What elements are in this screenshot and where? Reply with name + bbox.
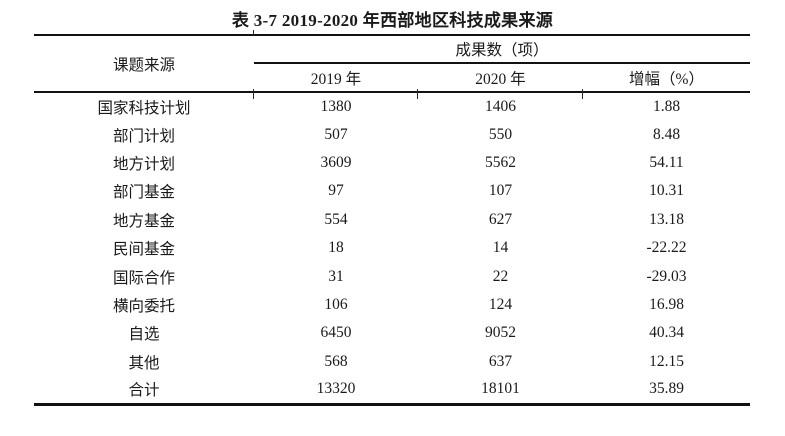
value-growth: 1.88 [652,97,681,115]
row-label: 合计 [128,382,160,400]
value-growth: 8.48 [652,125,681,143]
row-label: 国际合作 [112,269,175,287]
row-label: 国家科技计划 [97,99,191,117]
row-label: 部门基金 [112,184,175,202]
value-growth: 10.31 [649,182,684,200]
column-header-source: 课题来源 [34,35,254,93]
value-2019: 31 [328,267,344,285]
table-row: 部门基金 97 107 10.31 [34,177,750,205]
value-2019: 97 [328,182,344,200]
value-2020: 124 [488,295,513,313]
value-2020: 14 [492,239,509,257]
value-2020: 550 [488,125,513,143]
column-header-growth: 增幅（%） [583,63,751,93]
value-2019: 3609 [320,153,352,171]
table-row: 部门计划 507 550 8.48 [34,120,750,148]
column-header-2019: 2019 年 [254,63,418,93]
value-2019: 13320 [316,380,356,398]
value-2020: 5562 [485,153,516,171]
row-label: 横向委托 [112,297,175,315]
value-growth: 40.34 [649,324,684,342]
table-row: 自选 6450 9052 40.34 [34,319,750,347]
header-row-group: 课题来源 成果数（项） [34,35,751,93]
table-row-total: 合计 13320 18101 35.89 [34,376,750,404]
value-2019: 554 [324,210,348,228]
value-growth: 35.89 [649,380,684,398]
value-2020: 627 [488,210,513,228]
value-2019: 568 [324,352,348,370]
column-boundary-tick [253,89,254,99]
value-2019: 1380 [320,97,352,115]
value-2019: 507 [324,125,348,143]
row-label: 其他 [128,354,160,372]
value-2020: 22 [492,267,509,285]
table-row: 国际合作 31 22 -29.03 [34,262,750,290]
table-row: 地方基金 554 627 13.18 [34,206,750,234]
row-label: 地方计划 [112,155,175,173]
value-growth: -29.03 [646,267,687,285]
row-label: 自选 [128,326,160,344]
table-caption: 表 3-7 2019-2020 年西部地区科技成果来源 [231,11,554,30]
value-2020: 9052 [485,324,516,342]
value-2020: 637 [488,352,513,370]
row-label: 部门计划 [112,127,175,145]
value-2020: 18101 [481,380,520,398]
value-2019: 106 [324,295,348,313]
data-table: 课题来源 成果数（项） 2019 年 2020 年 增幅（%） 国家科技计划 1… [34,34,751,406]
column-header-2020: 2020 年 [418,63,583,93]
value-growth: -22.22 [646,239,687,257]
column-group-header-results: 成果数（项） [254,35,751,64]
row-label: 民间基金 [112,241,175,259]
value-growth: 54.11 [649,153,684,171]
column-boundary-tick [582,89,583,99]
table-row: 国家科技计划 1380 1406 1.88 [34,92,750,120]
value-2019: 6450 [320,324,352,342]
value-growth: 16.98 [649,295,684,313]
table-row: 民间基金 18 14 -22.22 [34,234,750,262]
header-row-sub: 2019 年 2020 年 增幅（%） [34,63,751,93]
value-2019: 18 [328,239,344,257]
value-growth: 13.18 [649,210,684,228]
table-row: 地方计划 3609 5562 54.11 [34,149,750,177]
table-row: 其他 568 637 12.15 [34,348,750,376]
table-row: 横向委托 106 124 16.98 [34,291,750,319]
value-2020: 107 [488,182,513,200]
column-boundary-tick [253,30,254,35]
value-2020: 1406 [485,97,516,115]
column-boundary-tick [417,89,418,99]
row-label: 地方基金 [112,212,175,230]
value-growth: 12.15 [649,352,684,370]
